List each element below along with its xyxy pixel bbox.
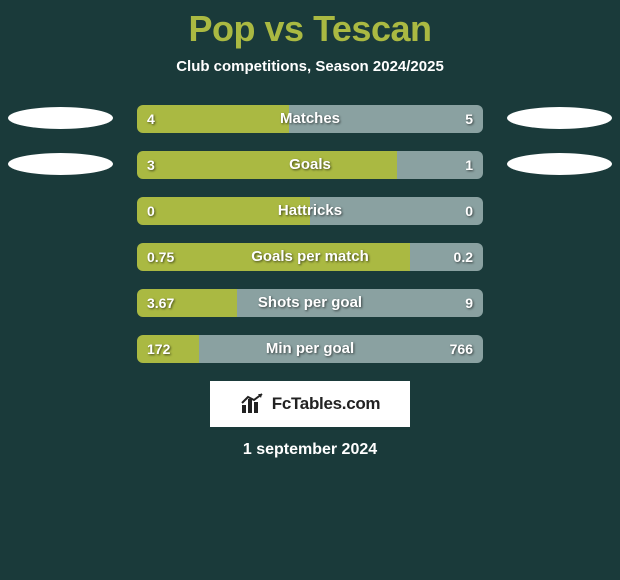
stat-bar: Shots per goal3.67 9 [137,289,483,317]
bar-chart-icon [240,393,266,415]
stat-label: Goals [137,151,483,179]
stat-bar: Matches4 5 [137,105,483,133]
stat-value-left: 172 [137,335,180,363]
title-player-left: Pop [189,8,256,49]
comparison-infographic: Pop vs Tescan Club competitions, Season … [0,0,620,580]
stat-label: Shots per goal [137,289,483,317]
team-badge-right [507,153,612,175]
subtitle: Club competitions, Season 2024/2025 [0,58,620,75]
logo-text: FcTables.com [272,394,381,414]
stats-chart: Matches4 5 Goals3 1 Hattricks0 0 Goals per mat… [0,105,620,363]
stat-row: Min per goal172 766 [0,335,620,363]
stat-label: Matches [137,105,483,133]
date-label: 1 september 2024 [0,441,620,459]
stat-row: Goals3 1 [0,151,620,179]
team-badge-left [8,153,113,175]
page-title: Pop vs Tescan [0,0,620,50]
stat-value-left: 3.67 [137,289,184,317]
stat-row: Matches4 5 [0,105,620,133]
stat-row: Shots per goal3.67 9 [0,289,620,317]
team-badge-left [8,107,113,129]
stat-label: Min per goal [137,335,483,363]
stat-bar: Hattricks0 0 [137,197,483,225]
title-player-right: Tescan [313,8,431,49]
stat-value-right: 1 [455,151,483,179]
stat-value-left: 0 [137,197,165,225]
stat-value-left: 3 [137,151,165,179]
stat-value-left: 4 [137,105,165,133]
stat-row: Hattricks0 0 [0,197,620,225]
stat-row: Goals per match0.75 0.2 [0,243,620,271]
stat-bar: Min per goal172 766 [137,335,483,363]
team-badge-right [507,107,612,129]
stat-value-right: 5 [455,105,483,133]
stat-value-right: 0 [455,197,483,225]
stat-value-left: 0.75 [137,243,184,271]
title-vs: vs [265,8,304,49]
fctables-logo: FcTables.com [210,381,410,427]
stat-value-right: 766 [440,335,483,363]
stat-value-right: 9 [455,289,483,317]
stat-bar: Goals per match0.75 0.2 [137,243,483,271]
stat-bar: Goals3 1 [137,151,483,179]
stat-label: Hattricks [137,197,483,225]
stat-value-right: 0.2 [444,243,483,271]
stat-label: Goals per match [137,243,483,271]
